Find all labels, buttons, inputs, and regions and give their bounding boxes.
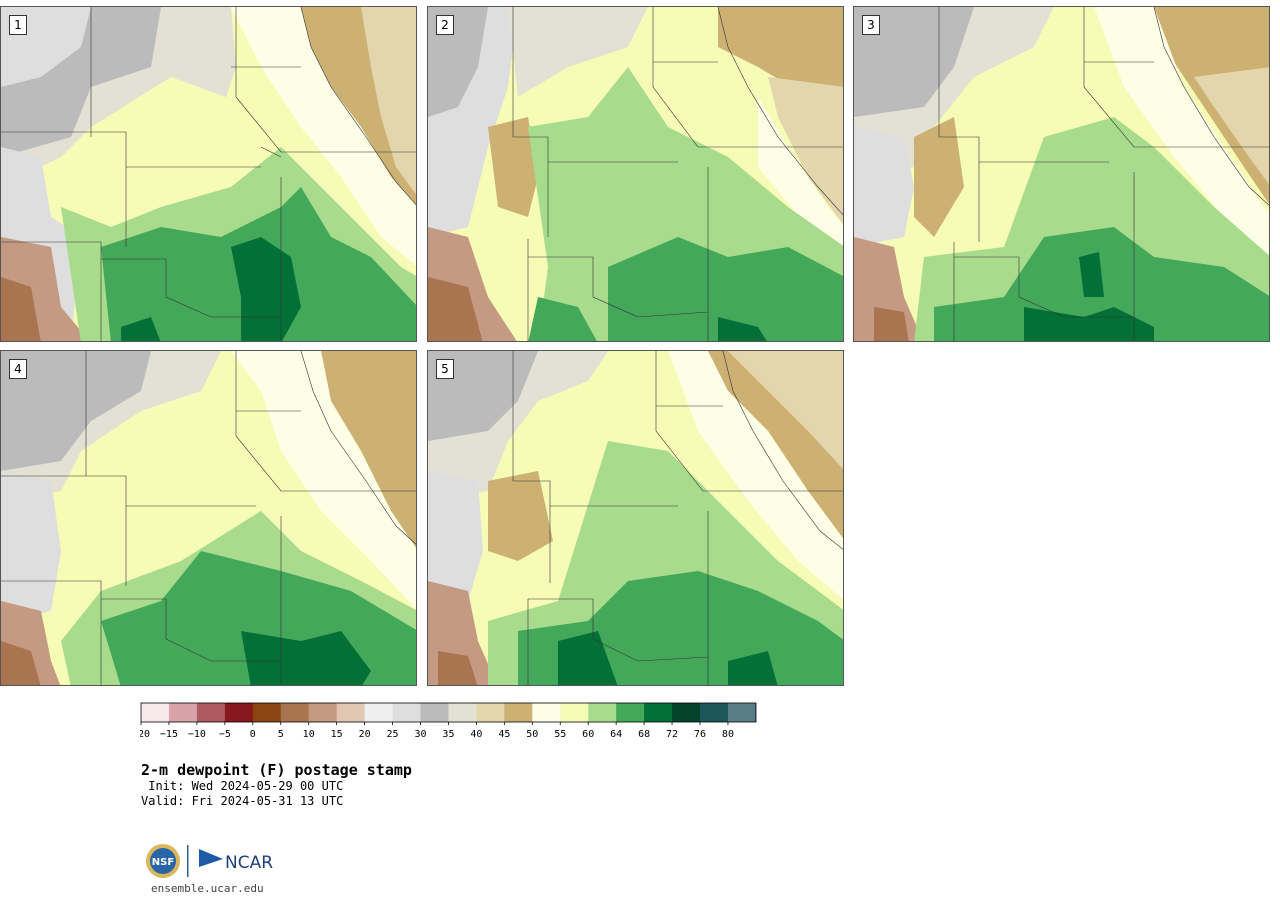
panel-number: 5 — [436, 359, 454, 379]
colorbar-tick-label: 10 — [303, 729, 315, 740]
colorbar-tick-label: −5 — [219, 729, 231, 740]
dewpoint-map-2 — [428, 7, 843, 341]
colorbar-tick-label: 30 — [414, 729, 426, 740]
init-time: Init: Wed 2024-05-29 00 UTC — [141, 779, 344, 793]
dewpoint-map-5 — [428, 351, 843, 685]
nsf-logo-icon: NSF — [146, 844, 180, 878]
colorbar-tick-label: 64 — [610, 729, 622, 740]
colorbar-swatch — [672, 703, 701, 722]
nsf-ncar-logo: NSF NCAR — [146, 844, 273, 878]
panel-number: 1 — [9, 15, 27, 35]
ensemble-member-panel-5: 5 — [427, 350, 844, 686]
colorbar-swatch — [224, 703, 254, 722]
ensemble-member-panel-4: 4 — [0, 350, 417, 686]
ensemble-member-panel-2: 2 — [427, 6, 844, 342]
panel-number: 4 — [9, 359, 27, 379]
colorbar-tick-label: 55 — [554, 729, 566, 740]
colorbar-swatch — [504, 703, 533, 722]
colorbar-tick-label: 60 — [582, 729, 594, 740]
ensemble-member-panel-1: 1 — [0, 6, 417, 342]
colorbar-swatch — [196, 703, 226, 722]
colorbar-tick-label: −15 — [160, 729, 178, 740]
colorbar-tick-label: 80 — [722, 729, 734, 740]
colorbar-tick-label: 45 — [498, 729, 510, 740]
colorbar-tick-label: 72 — [666, 729, 678, 740]
colorbar-swatch — [448, 703, 477, 722]
colorbar-tick-label: 0 — [250, 729, 256, 740]
colorbar-swatch — [364, 703, 394, 722]
colorbar-tick-label: 20 — [359, 729, 371, 740]
colorbar-tick-label: 68 — [638, 729, 650, 740]
colorbar-swatch — [280, 703, 310, 722]
colorbar-swatch — [252, 703, 282, 722]
colorbar-tick-label: −20 — [140, 729, 150, 740]
colorbar-swatch — [644, 703, 673, 722]
colorbar-tick-label: 15 — [331, 729, 343, 740]
colorbar-tick-label: −10 — [188, 729, 206, 740]
dewpoint-colorbar: −20 −15 −10 −5 0 5 10 15 20 25 30 35 40 45 50 55 60 64 68 7… — [140, 702, 757, 740]
colorbar-swatch — [168, 703, 198, 722]
colorbar-tick-label: 50 — [526, 729, 538, 740]
dewpoint-map-4 — [1, 351, 416, 685]
colorbar-swatch — [727, 703, 757, 722]
colorbar-swatch — [616, 703, 645, 722]
colorbar-swatch — [141, 703, 170, 722]
colorbar-tick-label: 25 — [387, 729, 399, 740]
colorbar-swatch — [392, 703, 421, 722]
dewpoint-map-3 — [854, 7, 1269, 341]
panel-number: 2 — [436, 15, 454, 35]
colorbar-swatch — [532, 703, 561, 722]
colorbar-tick-label: 35 — [442, 729, 454, 740]
colorbar-swatch — [588, 703, 617, 722]
colorbar-swatch — [308, 703, 338, 722]
svg-text:NCAR: NCAR — [225, 853, 273, 873]
colorbar-swatch — [560, 703, 589, 722]
ensemble-member-panel-3: 3 — [853, 6, 1270, 342]
svg-text:NSF: NSF — [152, 857, 174, 868]
colorbar-swatch — [336, 703, 366, 722]
colorbar-swatch — [476, 703, 505, 722]
source-url: ensemble.ucar.edu — [151, 882, 264, 895]
colorbar-tick-label: 40 — [470, 729, 482, 740]
colorbar-swatch — [700, 703, 729, 722]
dewpoint-map-1 — [1, 7, 416, 341]
colorbar-swatch — [420, 703, 449, 722]
figure-title: 2-m dewpoint (F) postage stamp — [141, 761, 412, 779]
panel-number: 3 — [862, 15, 880, 35]
valid-time: Valid: Fri 2024-05-31 13 UTC — [141, 794, 344, 808]
colorbar-tick-label: 76 — [694, 729, 706, 740]
colorbar-tick-label: 5 — [278, 729, 284, 740]
ncar-logo-icon: NCAR — [199, 849, 273, 873]
